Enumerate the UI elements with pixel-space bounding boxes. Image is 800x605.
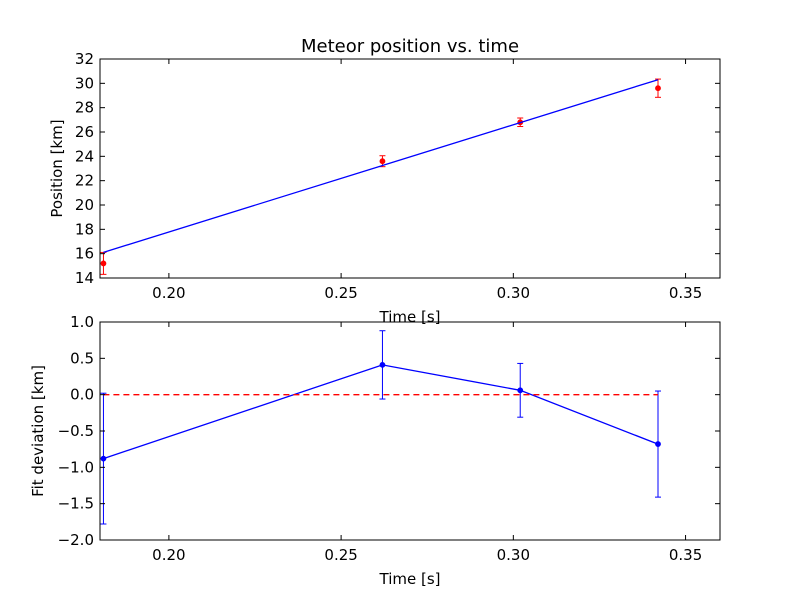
- top-y-tick-label-5: 24: [75, 147, 94, 165]
- top-y-tick-label-1: 16: [75, 245, 94, 263]
- bottom-y-tick-label-2: −1.0: [58, 458, 94, 476]
- bottom-x-tick-label-1: 0.25: [324, 546, 357, 564]
- top-y-tick-label-4: 22: [75, 172, 94, 190]
- bottom-y-tick-label-5: 0.5: [70, 349, 94, 367]
- bottom-x-tick-label-0: 0.20: [152, 546, 185, 564]
- top-y-tick-label-7: 28: [75, 99, 94, 117]
- top-y-tick-label-8: 30: [75, 74, 94, 92]
- bottom-data-point-0: [100, 455, 107, 462]
- bottom-x-axis-label: Time [s]: [379, 570, 441, 588]
- top-y-tick-label-3: 20: [75, 196, 94, 214]
- bottom-y-tick-label-6: 1.0: [70, 313, 94, 331]
- top-x-tick-label-2: 0.30: [497, 284, 530, 302]
- bottom-x-tick-label-2: 0.30: [497, 546, 530, 564]
- bottom-y-axis-label: Fit deviation [km]: [29, 365, 47, 497]
- top-data-point-3: [655, 85, 661, 92]
- bottom-data-point-3: [655, 441, 661, 447]
- bottom-axes-overlay: [100, 322, 720, 540]
- top-y-tick-label-9: 32: [75, 50, 94, 68]
- bottom-y-tick-label-4: 0.0: [70, 386, 94, 404]
- top-data-point-0: [100, 260, 107, 267]
- top-y-tick-label-2: 18: [75, 220, 94, 238]
- top-series-fit-line: [103, 79, 659, 254]
- top-x-tick-label-3: 0.35: [669, 284, 702, 302]
- top-y-tick-label-6: 26: [75, 123, 94, 141]
- top-x-tick-label-1: 0.25: [324, 284, 357, 302]
- bottom-data-point-2: [517, 387, 524, 394]
- top-y-axis-label: Position [km]: [48, 119, 66, 217]
- bottom-y-tick-label-1: −1.5: [58, 495, 94, 513]
- bottom-x-tick-label-3: 0.35: [669, 546, 702, 564]
- top-data-point-1: [379, 158, 386, 165]
- top-y-tick-label-0: 14: [75, 269, 94, 287]
- bottom-axes-frame: [99, 321, 721, 541]
- top-x-axis-label: Time [s]: [379, 308, 441, 326]
- top-x-tick-label-0: 0.20: [152, 284, 185, 302]
- bottom-data-point-1: [379, 361, 386, 368]
- bottom-series-errorbar-line: [103, 364, 659, 460]
- bottom-y-tick-label-0: −2.0: [58, 531, 94, 549]
- top-axes-frame: [99, 58, 721, 279]
- top-chart-title: Meteor position vs. time: [301, 36, 519, 57]
- bottom-y-tick-label-3: −0.5: [58, 422, 94, 440]
